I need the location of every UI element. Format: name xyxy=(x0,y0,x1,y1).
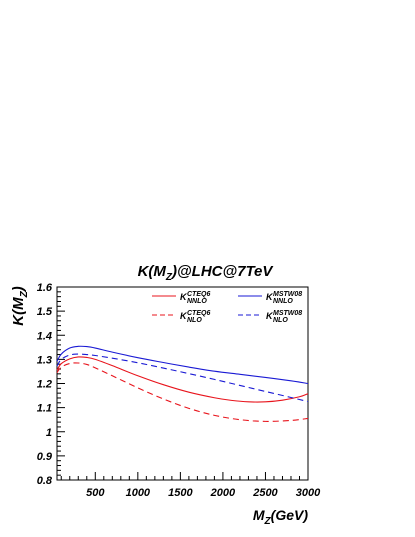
x-tick-label: 2000 xyxy=(210,487,236,499)
y-tick-label: 1 xyxy=(46,427,52,439)
legend-label-cteq6-nnlo: KCTEQ6 NNLO xyxy=(180,291,210,305)
legend-label-cteq6-nlo: KCTEQ6 NLO xyxy=(180,310,210,324)
y-tick-label: 1.2 xyxy=(37,379,52,391)
series-line-mstw08-nnlo xyxy=(56,345,309,385)
y-tick-label: 1.4 xyxy=(37,330,52,342)
y-tick-label: 1.6 xyxy=(37,282,53,294)
x-tick-label: 1000 xyxy=(126,487,151,499)
x-tick-label: 2500 xyxy=(252,487,278,499)
x-tick-label: 3000 xyxy=(296,487,321,499)
curves xyxy=(56,345,309,422)
y-tick-label: 1.3 xyxy=(37,354,52,366)
legend-label-mstw08-nnlo: KMSTW08 NNLO xyxy=(266,291,302,305)
x-tick-label: 500 xyxy=(86,487,105,499)
legend-label-mstw08-nlo: KMSTW08 NLO xyxy=(266,310,302,324)
y-tick-label: 1.1 xyxy=(37,403,52,415)
axis-ticks: 500 1000 1500 2000 2500 3000 0.8 0.9 1 1.1 1.2 1.3 1… xyxy=(37,282,321,499)
y-tick-label: 0.9 xyxy=(37,451,53,463)
series-line-mstw08-nlo xyxy=(56,353,309,403)
chart-title: K(MZ)@LHC@7TeV xyxy=(138,263,275,283)
series-line-cteq6-nlo xyxy=(56,362,309,422)
x-axis-label: MZ(GeV) xyxy=(253,507,308,527)
legend: KCTEQ6 NNLO KMSTW08 NNLO KCTEQ6 NLO KMSTW08 NLO xyxy=(152,291,302,324)
y-axis-label: K(MZ) xyxy=(10,286,30,325)
series-line-cteq6-nnlo xyxy=(56,356,309,403)
y-tick-label: 0.8 xyxy=(37,475,53,487)
y-tick-label: 1.5 xyxy=(37,306,53,318)
x-tick-label: 1500 xyxy=(168,487,193,499)
